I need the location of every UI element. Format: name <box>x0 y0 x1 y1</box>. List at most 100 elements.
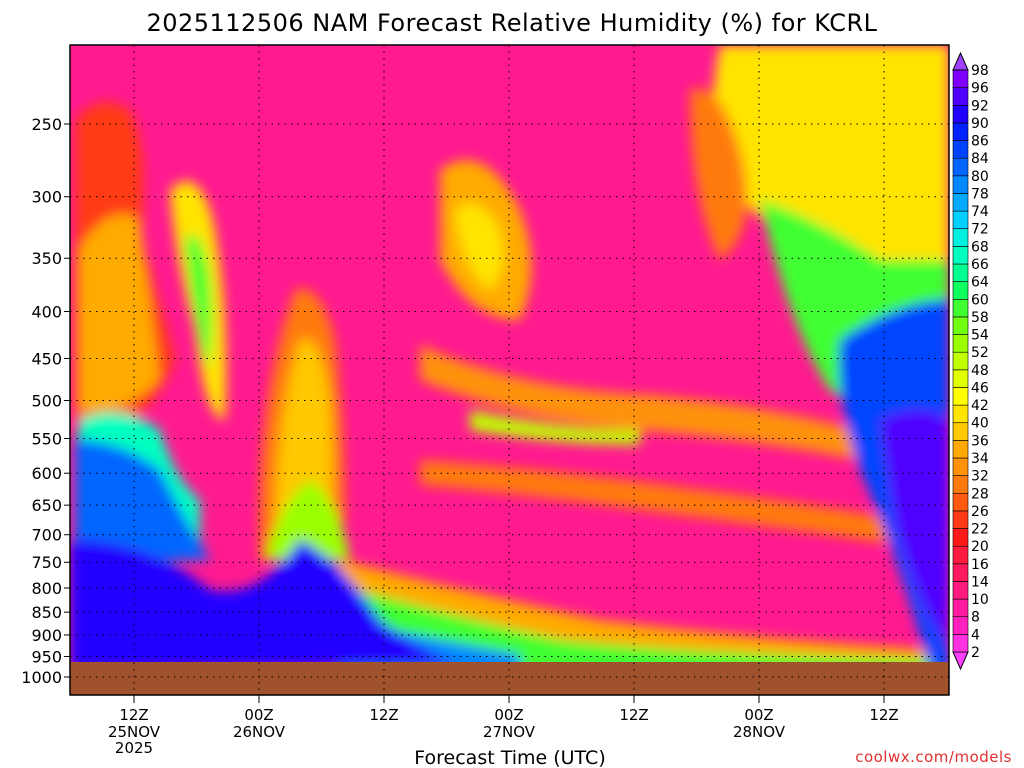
gridlines <box>70 45 949 695</box>
x-tick-label: 12Z <box>869 706 898 724</box>
colorbar-label: 90 <box>971 116 989 132</box>
rh-region-lower-left <box>70 540 460 670</box>
colorbar-bin <box>952 210 969 230</box>
rh-patch-upper-center-inner <box>455 203 504 290</box>
colorbar-bin <box>952 246 969 265</box>
colorbar-bin <box>952 528 969 547</box>
colorbar-bin <box>952 263 969 282</box>
rh-band-mid <box>420 345 860 460</box>
colorbar-label: 78 <box>971 186 989 202</box>
colorbar-bin <box>952 634 969 653</box>
rh-band-lower <box>420 460 900 545</box>
colorbar-max-arrow <box>952 51 969 71</box>
colorbar-label: 98 <box>971 63 989 79</box>
colorbar-bin <box>952 193 969 212</box>
y-tick-label: 500 <box>31 392 62 411</box>
colorbar-label: 66 <box>971 257 989 273</box>
colorbar-bin <box>952 281 969 300</box>
colorbar-label: 84 <box>971 151 989 167</box>
colorbar-bin <box>952 492 969 512</box>
colorbar-bin <box>952 440 969 459</box>
rh-field <box>70 45 949 672</box>
colorbar-label: 10 <box>971 592 989 608</box>
colorbar-label: 92 <box>971 98 989 114</box>
colorbar-bin <box>952 404 969 424</box>
colorbar-bin <box>952 298 969 318</box>
colorbar-bin <box>952 581 969 600</box>
y-tick-label: 550 <box>31 430 62 449</box>
colorbar-bin <box>952 157 969 177</box>
credit-text: coolwx.com/models <box>855 748 1012 766</box>
colorbar-label: 48 <box>971 363 989 379</box>
chart-title: 2025112506 NAM Forecast Relative Humidit… <box>146 9 877 37</box>
y-tick-label: 650 <box>31 496 62 515</box>
rh-plume-center-moist <box>265 480 350 560</box>
x-tick-label: 00Z <box>244 706 273 724</box>
terrain-fill <box>70 662 949 695</box>
colorbar-bin <box>952 87 969 106</box>
colorbar-bin <box>952 316 969 335</box>
rh-region-upper-right-orange <box>690 88 747 260</box>
x-tick-label: 26NOV <box>233 723 286 741</box>
colorbar-label: 96 <box>971 81 989 97</box>
colorbar-label: 58 <box>971 310 989 326</box>
colorbar-label: 16 <box>971 557 989 573</box>
x-axis-title: Forecast Time (UTC) <box>414 747 605 768</box>
colorbar-min-arrow <box>952 651 969 671</box>
y-tick-label: 450 <box>31 349 62 368</box>
colorbar-label: 2 <box>971 645 980 661</box>
y-tick-label: 800 <box>31 579 62 598</box>
colorbar-bin <box>952 422 969 441</box>
y-axis: 250 300 350 400 450 500 550 600 650 700 750 800 850 9… <box>21 115 70 687</box>
colorbar-label: 80 <box>971 169 989 185</box>
colorbar-label: 42 <box>971 398 989 414</box>
colorbar-bin <box>952 369 969 388</box>
rh-band-mid-inner <box>470 410 640 445</box>
colorbar-label: 22 <box>971 522 989 538</box>
colorbar-label: 28 <box>971 486 989 502</box>
y-tick-label: 250 <box>31 115 62 134</box>
x-tick-label: 28NOV <box>733 723 786 741</box>
colorbar-label: 64 <box>971 275 989 291</box>
colorbar-bin <box>952 351 969 371</box>
colorbar-bin <box>952 457 969 476</box>
colorbar-bin <box>952 545 969 565</box>
colorbar-label: 86 <box>971 134 989 150</box>
colorbar-bin <box>952 140 969 159</box>
x-tick-label: 25NOV <box>108 723 161 741</box>
y-tick-label: 1000 <box>21 668 62 687</box>
colorbar-label: 34 <box>971 451 989 467</box>
colorbar-bin <box>952 598 969 618</box>
x-tick-label: 00Z <box>744 706 773 724</box>
colorbar-bin <box>952 69 969 88</box>
rh-region-upper-right <box>713 45 949 310</box>
y-tick-label: 400 <box>31 302 62 321</box>
colorbar: 2481014162022262832343640424648525458606… <box>952 51 989 671</box>
x-tick-label: 12Z <box>369 706 398 724</box>
colorbar-label: 4 <box>971 627 980 643</box>
colorbar-label: 74 <box>971 204 989 220</box>
x-tick-label: 2025 <box>115 739 153 757</box>
colorbar-bin <box>952 510 969 529</box>
x-tick-label: 27NOV <box>483 723 536 741</box>
colorbar-label: 14 <box>971 574 989 590</box>
colorbar-bin <box>952 175 969 194</box>
colorbar-label: 72 <box>971 222 989 238</box>
colorbar-label: 40 <box>971 416 989 432</box>
colorbar-label: 26 <box>971 504 989 520</box>
plot-area <box>70 45 949 695</box>
colorbar-bin <box>952 387 969 406</box>
colorbar-label: 32 <box>971 469 989 485</box>
colorbar-bin <box>952 104 969 124</box>
y-tick-label: 600 <box>31 464 62 483</box>
y-tick-label: 350 <box>31 249 62 268</box>
y-tick-label: 900 <box>31 626 62 645</box>
colorbar-label: 54 <box>971 328 989 344</box>
colorbar-bin <box>952 228 969 247</box>
colorbar-label: 60 <box>971 292 989 308</box>
colorbar-label: 52 <box>971 345 989 361</box>
colorbar-label: 8 <box>971 610 980 626</box>
y-tick-label: 850 <box>31 603 62 622</box>
